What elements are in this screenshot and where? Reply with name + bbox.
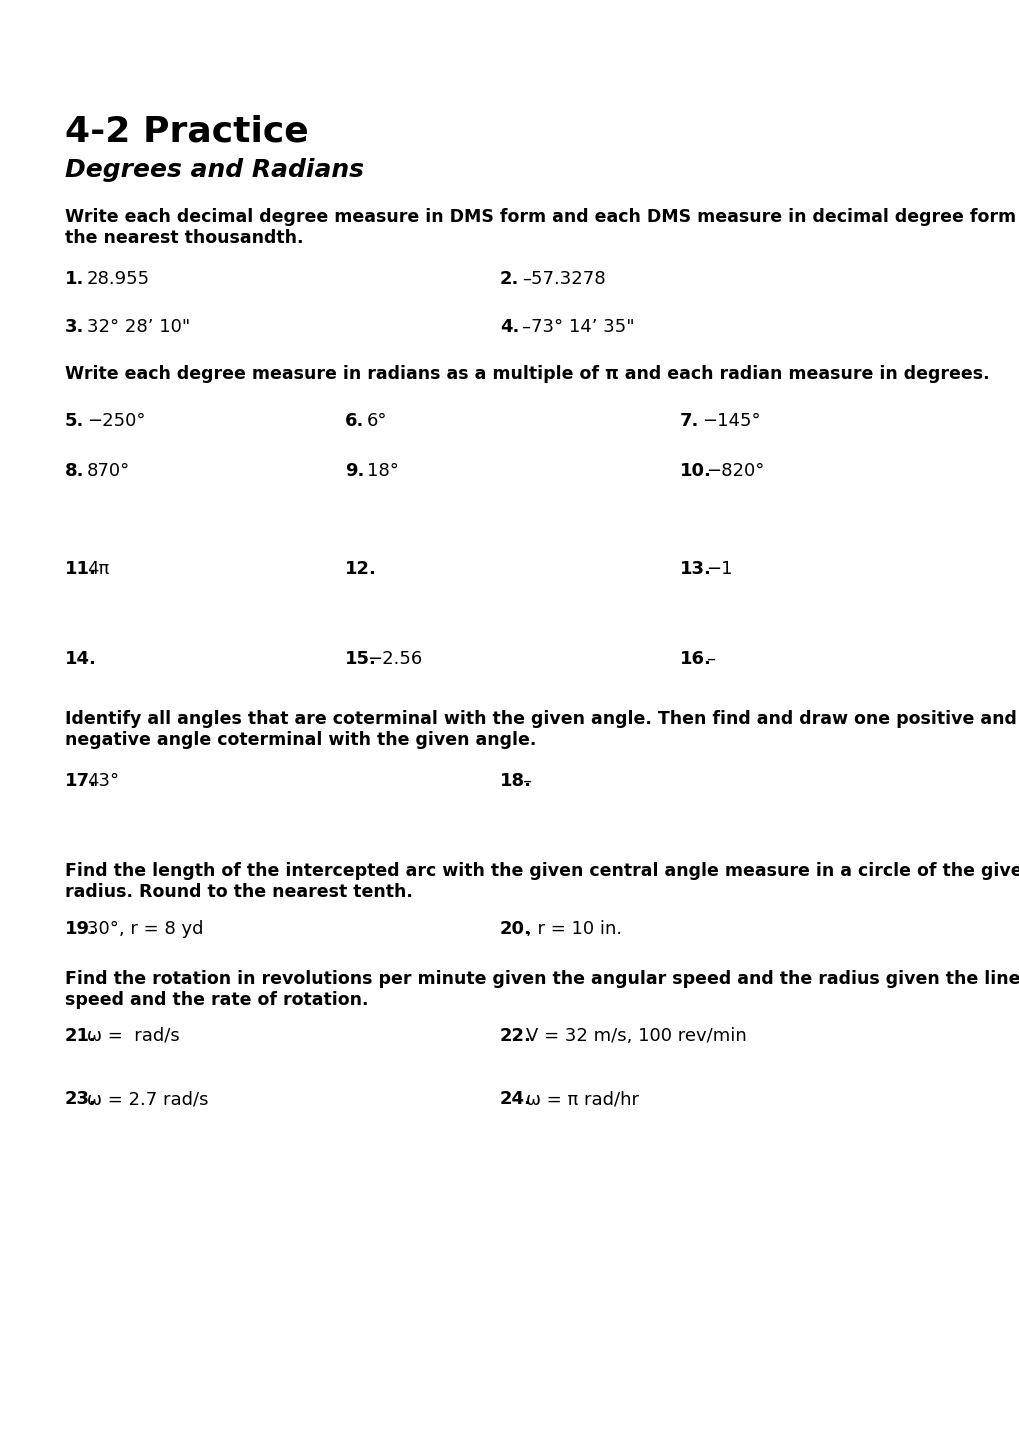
Text: 11.: 11.	[65, 560, 97, 579]
Text: −820°: −820°	[705, 462, 763, 481]
Text: 15.: 15.	[344, 649, 376, 668]
Text: –57.3278: –57.3278	[522, 270, 605, 289]
Text: ω =  rad/s: ω = rad/s	[87, 1027, 179, 1045]
Text: 22.: 22.	[499, 1027, 531, 1045]
Text: 18.: 18.	[499, 772, 532, 789]
Text: 16.: 16.	[680, 649, 711, 668]
Text: –: –	[705, 649, 714, 668]
Text: 7.: 7.	[680, 413, 699, 430]
Text: 43°: 43°	[87, 772, 119, 789]
Text: Find the rotation in revolutions per minute given the angular speed and the radi: Find the rotation in revolutions per min…	[65, 970, 1019, 1009]
Text: 13.: 13.	[680, 560, 711, 579]
Text: 4-2 Practice: 4-2 Practice	[65, 115, 309, 149]
Text: 14.: 14.	[65, 649, 97, 668]
Text: −1: −1	[705, 560, 732, 579]
Text: 2.: 2.	[499, 270, 519, 289]
Text: ω = π rad/hr: ω = π rad/hr	[526, 1089, 638, 1108]
Text: 18°: 18°	[367, 462, 398, 481]
Text: 3.: 3.	[65, 317, 85, 336]
Text: , r = 10 in.: , r = 10 in.	[526, 921, 622, 938]
Text: Find the length of the intercepted arc with the given central angle measure in a: Find the length of the intercepted arc w…	[65, 861, 1019, 900]
Text: V = 32 m/s, 100 rev/min: V = 32 m/s, 100 rev/min	[526, 1027, 746, 1045]
Text: 28.955: 28.955	[87, 270, 150, 289]
Text: 19.: 19.	[65, 921, 97, 938]
Text: −145°: −145°	[701, 413, 760, 430]
Text: 21.: 21.	[65, 1027, 97, 1045]
Text: –73° 14’ 35": –73° 14’ 35"	[522, 317, 634, 336]
Text: Write each degree measure in radians as a multiple of π and each radian measure : Write each degree measure in radians as …	[65, 365, 988, 382]
Text: 24.: 24.	[499, 1089, 531, 1108]
Text: −250°: −250°	[87, 413, 146, 430]
Text: 8.: 8.	[65, 462, 85, 481]
Text: 20.: 20.	[499, 921, 531, 938]
Text: 10.: 10.	[680, 462, 711, 481]
Text: Identify all angles that are coterminal with the given angle. Then find and draw: Identify all angles that are coterminal …	[65, 710, 1019, 749]
Text: Write each decimal degree measure in DMS form and each DMS measure in decimal de: Write each decimal degree measure in DMS…	[65, 208, 1019, 247]
Text: Degrees and Radians: Degrees and Radians	[65, 157, 364, 182]
Text: 4.: 4.	[499, 317, 519, 336]
Text: 32° 28’ 10": 32° 28’ 10"	[87, 317, 191, 336]
Text: 9.: 9.	[344, 462, 364, 481]
Text: 870°: 870°	[87, 462, 130, 481]
Text: 23.: 23.	[65, 1089, 97, 1108]
Text: 6.: 6.	[344, 413, 364, 430]
Text: 5.: 5.	[65, 413, 85, 430]
Text: 30°, r = 8 yd: 30°, r = 8 yd	[87, 921, 204, 938]
Text: 17.: 17.	[65, 772, 97, 789]
Text: 12.: 12.	[344, 560, 376, 579]
Text: ω = 2.7 rad/s: ω = 2.7 rad/s	[87, 1089, 208, 1108]
Text: 6°: 6°	[367, 413, 387, 430]
Text: −2.56: −2.56	[367, 649, 422, 668]
Text: –: –	[522, 772, 531, 789]
Text: 1.: 1.	[65, 270, 85, 289]
Text: 4π: 4π	[87, 560, 109, 579]
